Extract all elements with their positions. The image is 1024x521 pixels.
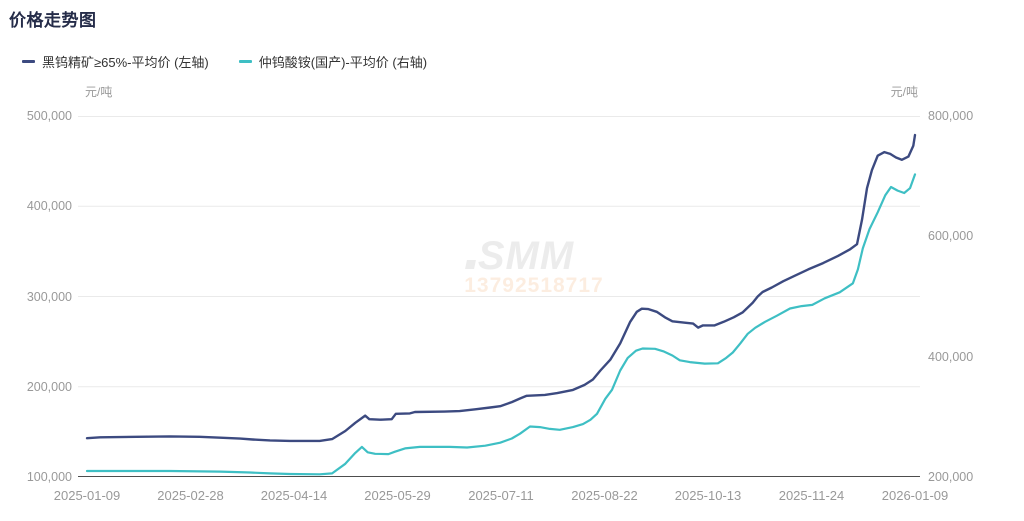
x-axis-tick: 2025-05-29 xyxy=(364,488,431,503)
legend-item-apt[interactable]: 仲钨酸铵(国产)-平均价 (右轴) xyxy=(238,52,428,71)
legend: 黑钨精矿≥65%-平均价 (左轴) 仲钨酸铵(国产)-平均价 (右轴) xyxy=(22,52,427,71)
right-axis-tick: 800,000 xyxy=(928,109,974,123)
x-axis-tick: 2025-02-28 xyxy=(157,488,224,503)
x-axis-tick: 2025-10-13 xyxy=(674,488,742,503)
x-axis-tick: 2025-01-09 xyxy=(53,488,121,503)
left-axis-tick: 300,000 xyxy=(26,289,72,304)
right-axis-tick: 400,000 xyxy=(928,349,974,364)
x-axis-tick: 2025-08-22 xyxy=(571,488,638,503)
legend-label: 黑钨精矿≥65%-平均价 (左轴) xyxy=(42,55,209,70)
right-axis-tick: 200,000 xyxy=(928,470,974,484)
left-axis-tick: 500,000 xyxy=(26,109,72,123)
left-axis-tick: 200,000 xyxy=(26,379,72,394)
legend-label: 仲钨酸铵(国产)-平均价 (右轴) xyxy=(258,55,428,70)
chart-title: 价格走势图 xyxy=(9,11,97,30)
legend-line-marker-cyan xyxy=(238,60,252,63)
left-axis-tick: 400,000 xyxy=(26,199,72,214)
x-axis-tick: 2025-11-24 xyxy=(778,488,845,503)
x-axis-tick: 2026-01-09 xyxy=(881,488,949,503)
right-axis-tick: 600,000 xyxy=(928,229,974,244)
plot-area[interactable] xyxy=(78,116,920,477)
legend-line-marker-navy xyxy=(22,60,35,63)
series-line-navy[interactable] xyxy=(85,133,917,443)
legend-item-black-tungsten[interactable]: 黑钨精矿≥65%-平均价 (左轴) xyxy=(22,52,209,71)
x-axis-tick: 2025-04-14 xyxy=(260,488,328,503)
x-axis-tick: 2025-07-11 xyxy=(468,488,534,503)
left-axis-tick: 100,000 xyxy=(26,470,72,484)
right-axis-unit: 元/吨 xyxy=(890,85,918,99)
series-line-cyan[interactable] xyxy=(85,173,917,476)
left-axis-unit: 元/吨 xyxy=(85,85,113,99)
